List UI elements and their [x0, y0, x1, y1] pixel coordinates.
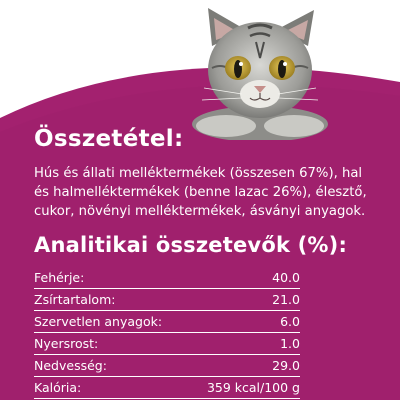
composition-heading: Összetétel: [34, 126, 184, 152]
row-value-calories: 359 kcal/100 g [206, 380, 300, 395]
row-value-protein: 40.0 [272, 270, 300, 285]
row-value-ash: 6.0 [280, 314, 300, 329]
table-row: Szervetlen anyagok: 6.0 [34, 311, 300, 333]
table-row: Zsírtartalom: 21.0 [34, 289, 300, 311]
row-label-ash: Szervetlen anyagok: [34, 314, 163, 329]
row-label-fibre: Nyersrost: [34, 336, 99, 351]
table-row: Fehérje: 40.0 [34, 267, 300, 289]
table-row: Kalória: 359 kcal/100 g [34, 377, 300, 399]
row-label-fat: Zsírtartalom: [34, 292, 116, 307]
row-label-calories: Kalória: [34, 380, 82, 395]
row-label-protein: Fehérje: [34, 270, 85, 285]
row-label-moisture: Nedvesség: [34, 358, 107, 373]
analysis-table: Fehérje: 40.0 Zsírtartalom: 21.0 Szervet… [34, 267, 300, 399]
table-row: Nedvesség: 29.0 [34, 355, 300, 377]
row-value-fibre: 1.0 [280, 336, 300, 351]
table-row: Nyersrost: 1.0 [34, 333, 300, 355]
composition-text: Hús és állati melléktermékek (összesen 6… [34, 166, 367, 219]
cat-photo [192, 8, 328, 140]
row-value-moisture: 29.0 [272, 358, 300, 373]
row-value-fat: 21.0 [272, 292, 300, 307]
analysis-heading: Analitikai összetevők (%): [34, 233, 348, 257]
